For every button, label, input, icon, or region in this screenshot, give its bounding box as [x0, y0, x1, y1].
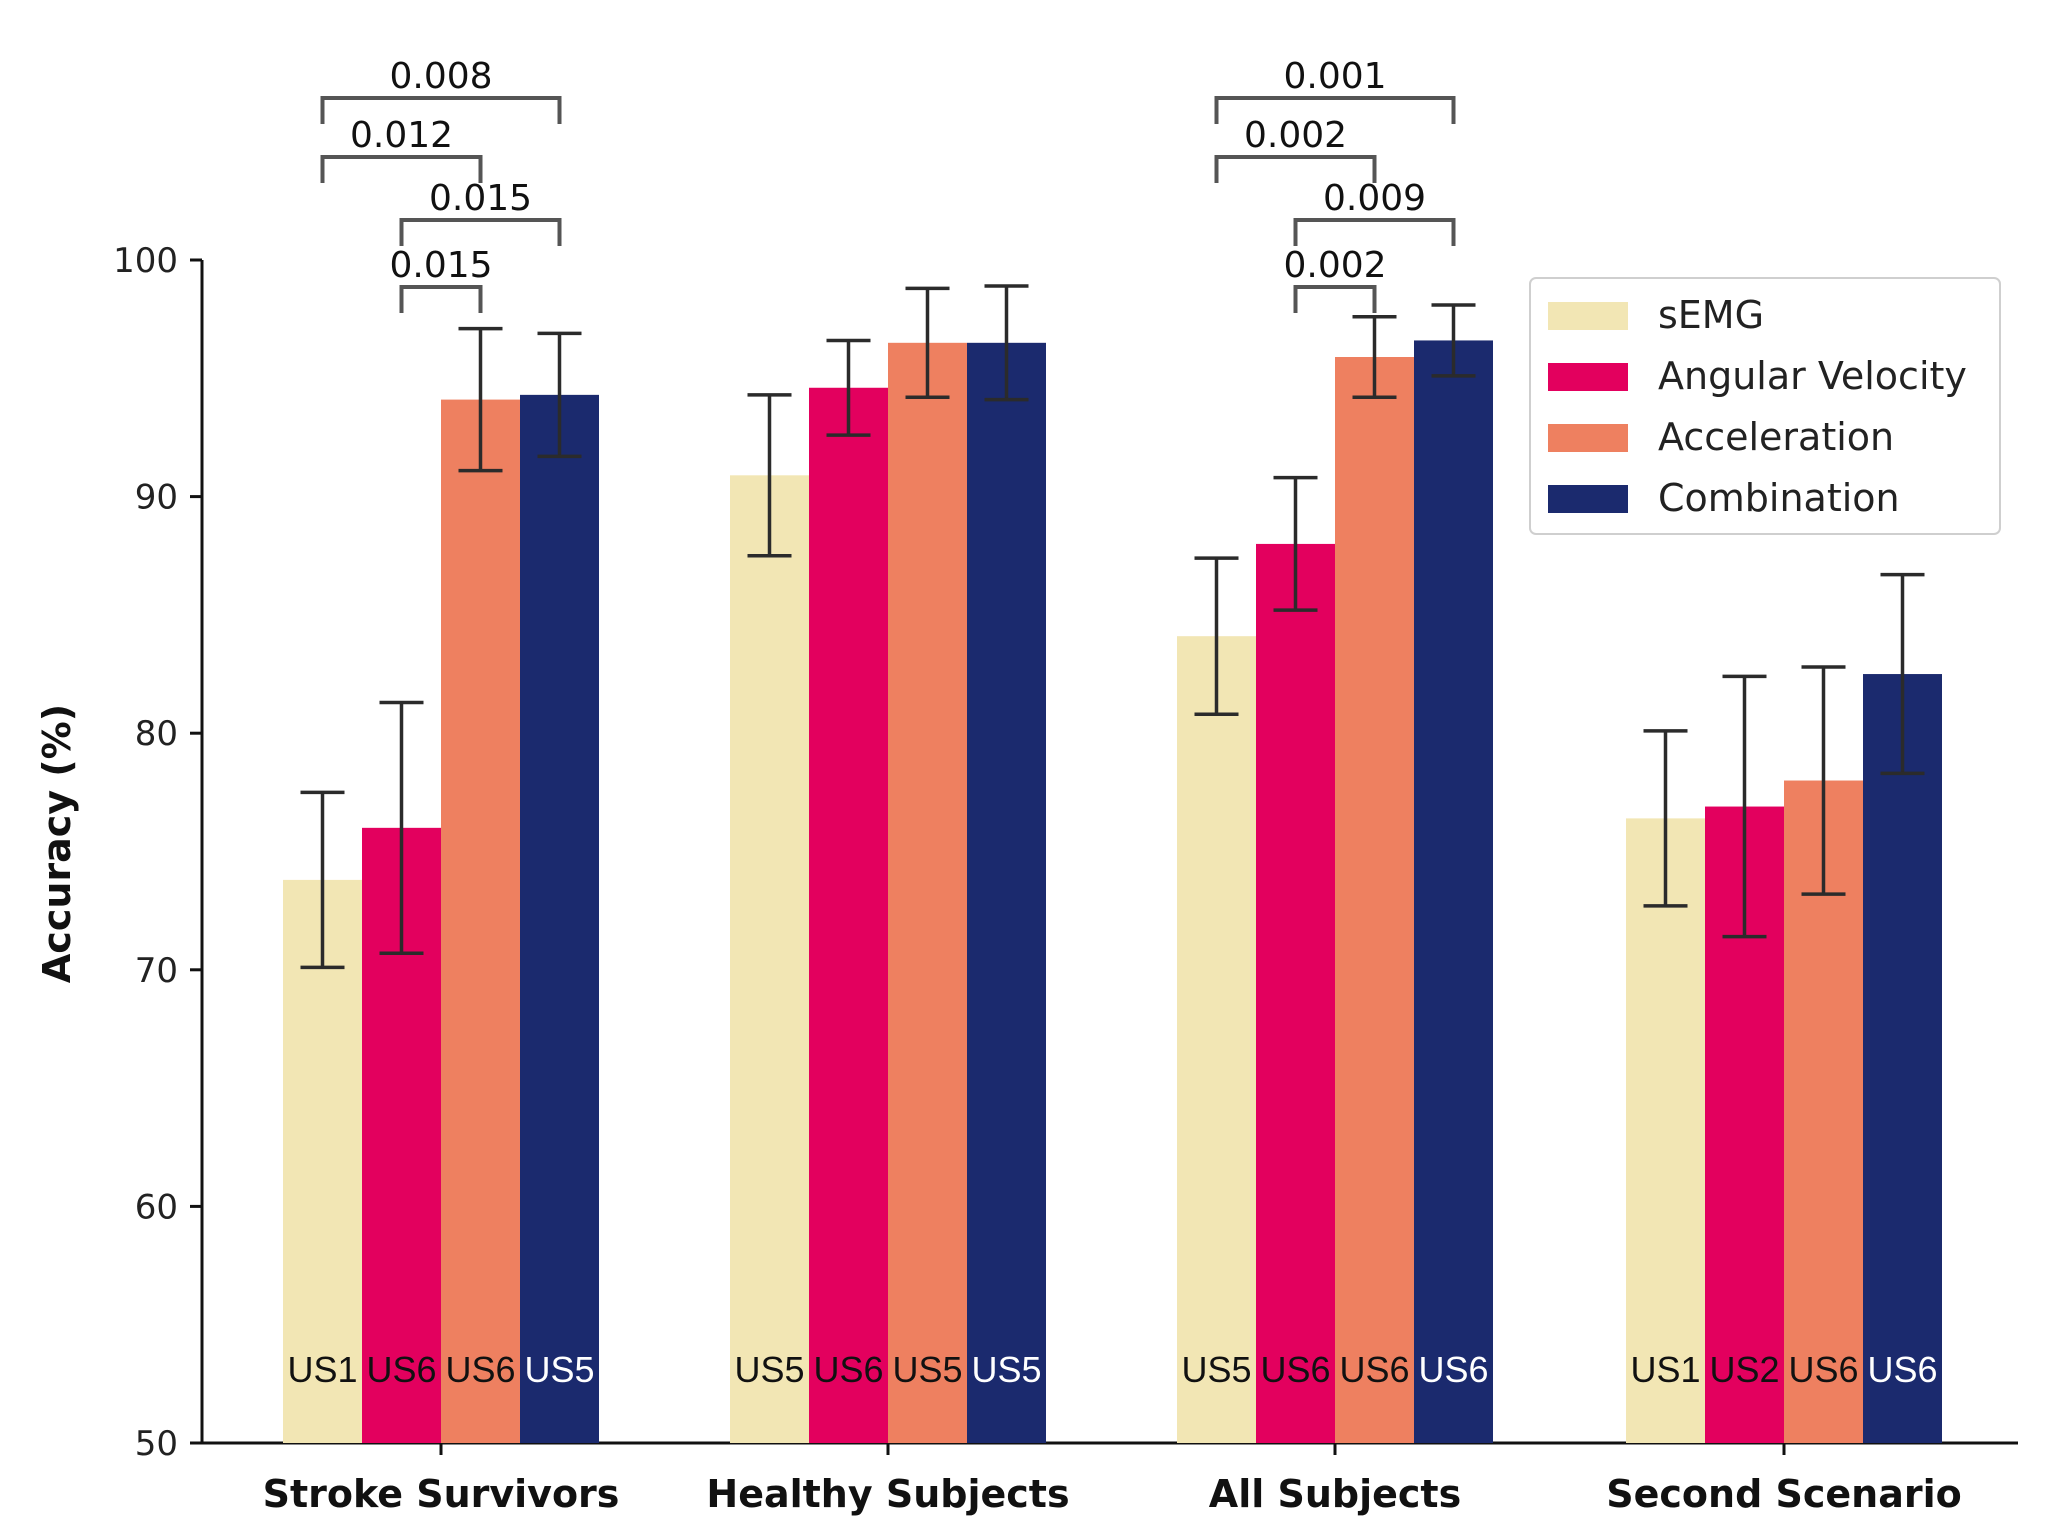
legend-entry: Angular Velocity	[1658, 354, 1967, 398]
p-value-label: 0.009	[1323, 178, 1426, 219]
p-value-label: 0.008	[389, 56, 492, 97]
significance-bracket	[1214, 155, 1377, 183]
legend-entry: sEMG	[1658, 293, 1764, 337]
legend-swatch	[1548, 485, 1628, 513]
bar-label: US5	[524, 1349, 594, 1390]
axes: 50 60 70 80 90 100 Accuracy (%) Stroke Survivor…	[35, 241, 2018, 1516]
p-value-label: 0.001	[1283, 56, 1386, 97]
y-tick-label: 100	[113, 241, 178, 281]
x-category-label: Healthy Subjects	[706, 1472, 1069, 1516]
bar-label: US6	[1418, 1349, 1488, 1390]
y-tick-label: 70	[135, 951, 178, 991]
bar-label: US6	[1788, 1349, 1858, 1390]
significance-bracket	[1214, 96, 1456, 124]
y-tick-label: 90	[135, 478, 178, 518]
bar-semg	[283, 879, 362, 1443]
y-tick-label: 60	[135, 1187, 178, 1227]
significance-bracket	[320, 155, 483, 183]
legend: sEMG Angular Velocity Acceleration Combinat…	[1529, 277, 2001, 535]
bar-label: US6	[366, 1349, 436, 1390]
bar-acceleration	[441, 399, 520, 1443]
bar-combination	[520, 394, 599, 1443]
bar-label: US5	[892, 1349, 962, 1390]
x-category-label: Stroke Survivors	[263, 1472, 620, 1516]
bar-label: US1	[287, 1349, 357, 1390]
bar-acceleration	[1335, 357, 1414, 1444]
bar-angular-velocity	[809, 387, 888, 1443]
p-value-label: 0.012	[350, 115, 453, 156]
significance-bracket	[320, 96, 562, 124]
bar-label: US2	[1709, 1349, 1779, 1390]
bar-combination	[1863, 674, 1942, 1443]
p-value-label: 0.015	[389, 245, 492, 286]
y-tick-label: 50	[135, 1424, 178, 1464]
x-category-label: Second Scenario	[1606, 1472, 1962, 1516]
significance-bracket	[399, 285, 483, 313]
legend-swatch	[1548, 302, 1628, 330]
error-bars	[300, 284, 1925, 970]
significance-bracket	[1293, 285, 1377, 313]
bar-semg	[1626, 818, 1705, 1443]
bar-label: US6	[445, 1349, 515, 1390]
bar-angular-velocity	[1256, 543, 1335, 1443]
bar-label: US5	[971, 1349, 1041, 1390]
legend-swatch	[1548, 363, 1628, 391]
bar-label: US6	[813, 1349, 883, 1390]
legend-box	[1529, 277, 2001, 535]
bar-combination	[1414, 340, 1493, 1444]
legend-entry: Acceleration	[1658, 415, 1894, 459]
bar-semg	[1177, 636, 1256, 1443]
x-category-label: All Subjects	[1209, 1472, 1461, 1516]
bars	[283, 340, 1942, 1444]
bar-acceleration	[888, 342, 967, 1443]
y-axis-title: Accuracy (%)	[35, 704, 79, 983]
significance-bracket	[1293, 218, 1456, 246]
p-value-label: 0.002	[1244, 115, 1347, 156]
p-value-label: 0.002	[1283, 245, 1386, 286]
bar-label: US1	[1630, 1349, 1700, 1390]
bar-label: US6	[1260, 1349, 1330, 1390]
y-tick-label: 80	[135, 714, 178, 754]
bar-label: US6	[1867, 1349, 1937, 1390]
p-value-label: 0.015	[429, 178, 532, 219]
significance-brackets: 0.008 0.012 0.015 0.015 0.001 0.002 0.009 0.002	[320, 56, 1456, 313]
bar-semg	[730, 475, 809, 1443]
significance-bracket	[399, 218, 562, 246]
bar-combination	[967, 342, 1046, 1443]
legend-swatch	[1548, 424, 1628, 452]
bar-label: US5	[1181, 1349, 1251, 1390]
bar-label: US6	[1339, 1349, 1409, 1390]
bar-label: US5	[734, 1349, 804, 1390]
legend-entry: Combination	[1658, 476, 1900, 520]
